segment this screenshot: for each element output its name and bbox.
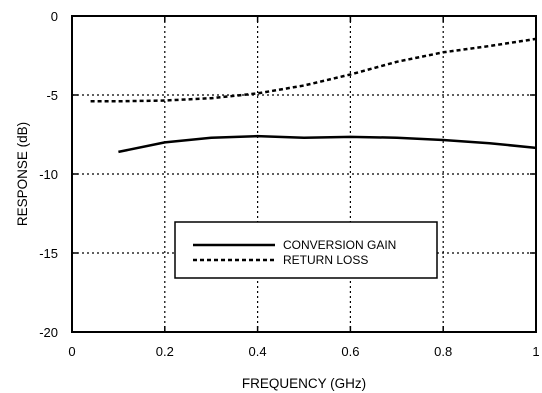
series-line-return-loss: [90, 37, 537, 103]
legend-label-return-loss: RETURN LOSS: [283, 253, 368, 267]
legend-box: [174, 221, 438, 279]
x-tick-label: 0.2: [156, 344, 174, 359]
y-tick-label: -15: [39, 246, 58, 261]
y-tick-label: 0: [51, 9, 58, 24]
x-tick-label: 0.6: [341, 344, 359, 359]
y-tick-label: -5: [46, 88, 58, 103]
legend-label-conversion-gain: CONVERSION GAIN: [283, 238, 396, 252]
y-tick-label: -20: [39, 325, 58, 340]
x-tick-label: 1: [532, 344, 539, 359]
series-line-conversion-gain: [118, 134, 537, 154]
x-axis-title: FREQUENCY (GHz): [242, 376, 366, 391]
x-tick-label: 0.8: [434, 344, 452, 359]
legend: CONVERSION GAIN RETURN LOSS: [174, 221, 438, 279]
x-tick-label: 0.4: [249, 344, 267, 359]
y-axis-title: RESPONSE (dB): [15, 122, 30, 226]
y-tick-label: -10: [39, 167, 58, 182]
grid-lines: [72, 16, 536, 332]
series-layer: [90, 37, 537, 154]
axis-ticks: 0 0.2 0.4 0.6 0.8 1 -20 -15 -10 -5 0: [39, 9, 539, 359]
x-tick-label: 0: [68, 344, 75, 359]
